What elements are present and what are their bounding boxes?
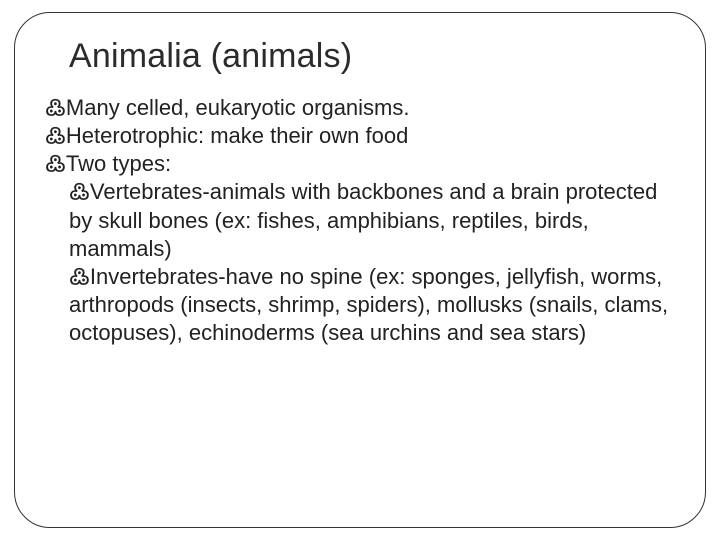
list-item-text: Vertebrates-animals with backbones and a…	[69, 179, 657, 260]
bullet-icon: ߷	[45, 151, 66, 176]
list-item: ߷Invertebrates-have no spine (ex: sponge…	[69, 263, 677, 347]
bullet-icon: ߷	[69, 264, 90, 289]
list-item: ߷Heterotrophic: make their own food	[45, 122, 677, 150]
list-item-text: Invertebrates-have no spine (ex: sponges…	[69, 264, 668, 345]
list-item-text: Heterotrophic: make their own food	[66, 123, 408, 148]
slide-frame: Animalia (animals) ߷Many celled, eukaryo…	[14, 12, 706, 528]
list-item-text: Two types:	[66, 151, 171, 176]
bullet-icon: ߷	[45, 123, 66, 148]
list-item: ߷Two types:	[45, 150, 677, 178]
slide-title: Animalia (animals)	[69, 37, 677, 76]
bullet-icon: ߷	[45, 95, 66, 120]
bullet-icon: ߷	[69, 179, 90, 204]
slide-body: ߷Many celled, eukaryotic organisms. ߷Het…	[45, 94, 677, 347]
list-item-text: Many celled, eukaryotic organisms.	[66, 95, 410, 120]
slide: Animalia (animals) ߷Many celled, eukaryo…	[0, 0, 720, 540]
list-item: ߷Vertebrates-animals with backbones and …	[69, 178, 677, 262]
list-item: ߷Many celled, eukaryotic organisms.	[45, 94, 677, 122]
